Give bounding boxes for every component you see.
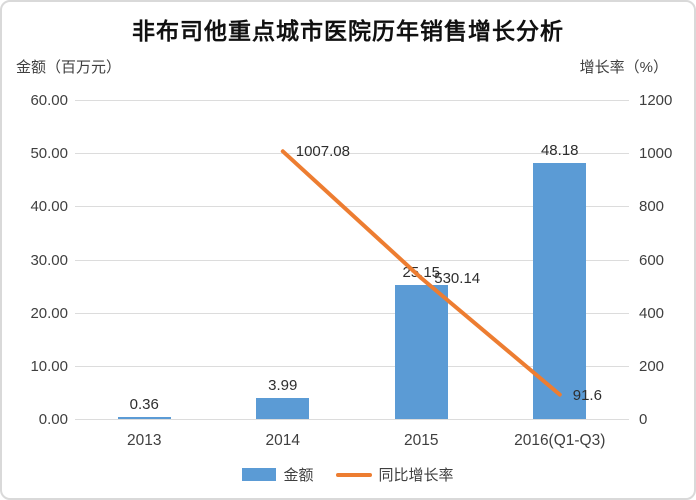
bar-data-label: 0.36 — [129, 396, 159, 414]
category-label: 2013 — [127, 432, 162, 449]
right-axis-tick-label: 1000 — [639, 145, 673, 163]
left-axis-tick-label: 40.00 — [30, 198, 68, 216]
legend-item-growth-rate: 同比增长率 — [335, 464, 454, 485]
amount-bar — [533, 162, 587, 419]
category-label: 2014 — [265, 432, 300, 449]
left-axis-tick-label: 0.00 — [38, 411, 68, 428]
left-axis-tick-label: 10.00 — [30, 357, 68, 375]
right-axis-tick-label: 600 — [639, 251, 665, 269]
gridline — [75, 100, 629, 101]
gridline — [75, 419, 629, 420]
right-axis-title: 增长率（%） — [579, 59, 668, 76]
line-data-label: 530.14 — [434, 270, 481, 288]
legend-label: 同比增长率 — [378, 467, 454, 484]
category-label: 2015 — [404, 432, 439, 449]
bar-data-label: 48.18 — [540, 141, 579, 159]
bar-data-label: 3.99 — [268, 376, 298, 394]
bar-swatch-icon — [242, 468, 277, 481]
chart-title: 非布司他重点城市医院历年销售增长分析 — [132, 18, 564, 44]
legend-label: 金额 — [283, 467, 314, 484]
legend-item-amount: 金额 — [242, 464, 314, 485]
right-axis-tick-label: 0 — [639, 411, 648, 428]
amount-bar — [394, 285, 448, 419]
legend: 金额 同比增长率 — [2, 464, 694, 485]
right-axis-tick-label: 400 — [639, 304, 665, 322]
left-axis-title: 金额（百万元） — [16, 59, 122, 76]
left-axis-tick-label: 50.00 — [30, 145, 68, 163]
line-data-label: 91.6 — [572, 386, 602, 404]
amount-bar — [117, 417, 171, 419]
right-axis-tick-label: 1200 — [639, 92, 673, 109]
left-axis-tick-label: 20.00 — [30, 304, 68, 322]
right-axis-tick-label: 200 — [639, 357, 665, 375]
category-label: 2016(Q1-Q3) — [514, 432, 606, 449]
right-axis-tick-label: 800 — [639, 198, 665, 216]
amount-bar — [256, 397, 310, 419]
left-axis-tick-label: 30.00 — [30, 251, 68, 269]
left-axis-tick-label: 60.00 — [30, 92, 68, 109]
line-swatch-icon — [335, 472, 372, 477]
line-data-label: 1007.08 — [295, 143, 350, 161]
